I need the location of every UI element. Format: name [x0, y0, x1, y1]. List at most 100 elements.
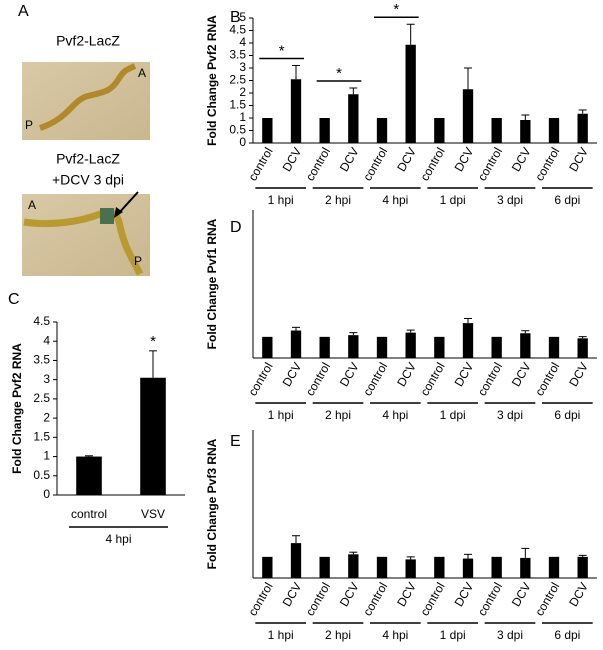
bar	[548, 556, 560, 578]
y-tick-label: 2.5	[229, 73, 246, 87]
x-tick-label: DCV	[337, 145, 362, 174]
bar	[290, 79, 302, 143]
image-title: Pvf2-LacZ	[56, 33, 120, 49]
arrow	[117, 191, 139, 215]
x-tick-label: control	[475, 580, 505, 618]
bar	[434, 118, 445, 143]
x-tick-label: control	[418, 580, 448, 618]
bar	[548, 118, 560, 143]
bar	[376, 556, 388, 578]
group-label: 2 hpi	[325, 408, 351, 422]
y-tick-label: 3.5	[229, 48, 246, 62]
bar	[405, 44, 416, 143]
group-label: 4 hpi	[105, 532, 131, 546]
group-label: 2 hpi	[325, 628, 351, 642]
anterior-label: A	[138, 66, 146, 80]
image-title: Pvf2-LacZ	[56, 151, 120, 167]
x-tick-label: DCV	[452, 360, 477, 389]
arrow-head	[114, 207, 123, 218]
bar	[577, 113, 588, 143]
y-tick-label: 0	[43, 487, 50, 501]
group-label: 3 dpi	[497, 193, 523, 207]
x-tick-label: DCV	[280, 580, 305, 609]
bar	[376, 336, 388, 358]
y-tick-label: 1.5	[229, 98, 246, 112]
bar	[405, 332, 416, 358]
y-tick-label: 2	[43, 410, 50, 424]
bar	[462, 558, 474, 578]
bar	[290, 543, 302, 578]
x-tick-label: DCV	[509, 580, 534, 609]
significance-label: *	[393, 1, 399, 18]
y-tick-label: 0.5	[33, 468, 50, 482]
y-tick-label: 3	[239, 60, 246, 74]
anterior-label: A	[28, 198, 36, 212]
significance-label: *	[279, 42, 285, 59]
bar	[462, 323, 474, 358]
group-label: 1 dpi	[440, 408, 466, 422]
panel-label: B	[230, 9, 241, 26]
larva	[38, 63, 137, 131]
panel-label: A	[18, 3, 29, 20]
x-tick-label: control	[360, 360, 390, 398]
y-tick-label: 4.5	[229, 23, 246, 37]
x-tick-label: DCV	[394, 360, 419, 389]
y-tick-label: 3.5	[33, 353, 50, 367]
group-label: 3 dpi	[497, 408, 523, 422]
y-tick-label: 0.5	[229, 123, 246, 137]
x-tick-label: DCV	[394, 145, 419, 174]
x-tick-label: control	[303, 580, 333, 618]
significance-label: *	[150, 333, 156, 350]
bar	[262, 118, 273, 143]
bar	[348, 335, 359, 358]
bar	[491, 118, 502, 143]
x-tick-label: control	[360, 145, 390, 183]
bar	[376, 118, 388, 143]
y-tick-label: 4	[43, 333, 50, 347]
group-label: 1 dpi	[440, 628, 466, 642]
bar	[520, 333, 531, 358]
x-tick-label: control	[246, 145, 276, 183]
panel-label: E	[230, 433, 241, 450]
bar	[140, 377, 166, 495]
bar	[434, 336, 445, 358]
group-label: 6 dpi	[554, 628, 580, 642]
y-tick-label: 4.5	[33, 314, 50, 328]
x-tick-label: DCV	[566, 145, 591, 174]
bar	[491, 336, 502, 358]
y-tick-label: 2	[239, 85, 246, 99]
group-label: 6 dpi	[554, 193, 580, 207]
x-tick-label: DCV	[337, 360, 362, 389]
photo	[22, 194, 150, 276]
x-tick-label: DCV	[509, 360, 534, 389]
bar	[348, 554, 359, 578]
bar	[319, 556, 330, 578]
bar	[577, 556, 588, 578]
x-tick-label: control	[475, 360, 505, 398]
bar	[348, 94, 359, 143]
bar	[520, 557, 531, 578]
y-tick-label: 0	[239, 135, 246, 149]
bar	[319, 336, 330, 358]
group-label: 2 hpi	[325, 193, 351, 207]
group-label: 1 hpi	[268, 628, 294, 642]
bar	[462, 89, 474, 143]
x-tick-label: control	[246, 580, 276, 618]
x-tick-label: control	[71, 507, 107, 521]
posterior-label: P	[134, 254, 142, 268]
x-tick-label: DCV	[452, 580, 477, 609]
x-tick-label: DCV	[394, 580, 419, 609]
y-tick-label: 2.5	[33, 391, 50, 405]
bar	[76, 456, 102, 495]
x-tick-label: control	[418, 145, 448, 183]
y-axis-title: Fold Change Pvf1 RNA	[205, 218, 219, 349]
x-tick-label: DCV	[337, 580, 362, 609]
bar	[520, 120, 531, 143]
x-tick-label: VSV	[141, 507, 165, 521]
x-tick-label: control	[246, 360, 276, 398]
y-tick-label: 4	[239, 35, 246, 49]
significance-label: *	[336, 65, 342, 82]
group-label: 1 dpi	[440, 193, 466, 207]
x-tick-label: control	[475, 145, 505, 183]
